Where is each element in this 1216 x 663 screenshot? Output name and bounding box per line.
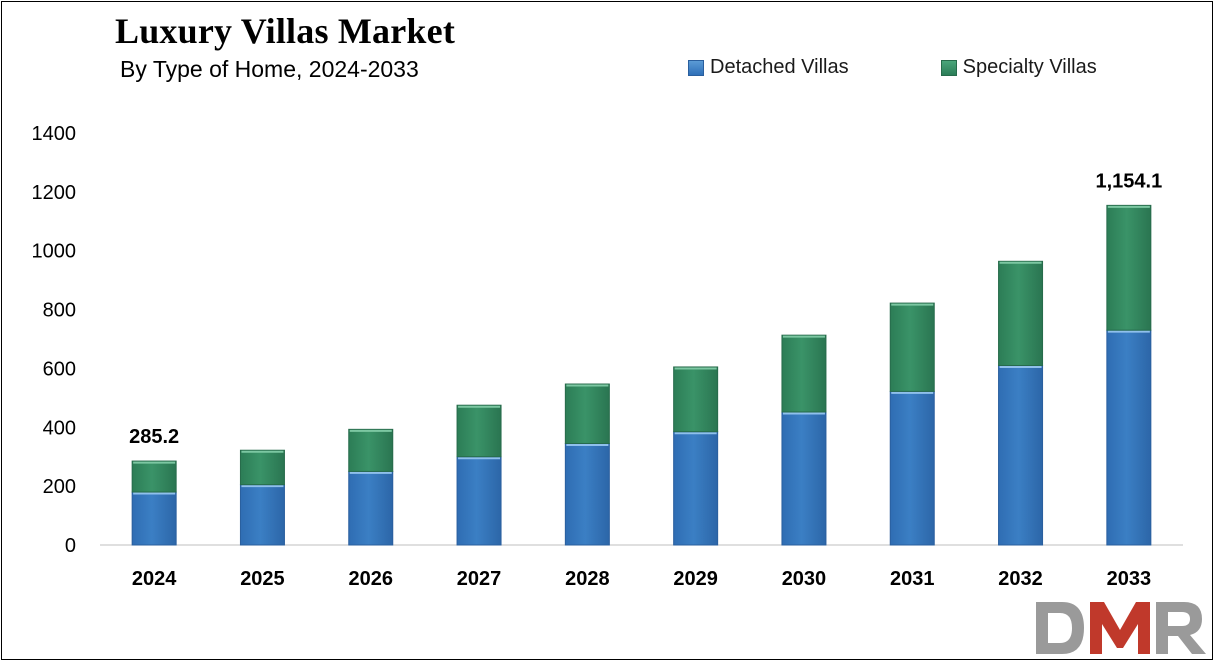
bar-detached — [998, 364, 1044, 546]
legend-item-specialty: Specialty Villas — [940, 56, 1097, 79]
bar-specialty — [998, 260, 1044, 366]
legend-swatch-specialty — [940, 59, 957, 76]
y-tick-label: 0 — [65, 535, 76, 557]
bar-specialty — [456, 404, 502, 458]
bar-specialty — [348, 428, 394, 472]
dmr-logo — [1036, 602, 1206, 654]
bar-detached — [889, 390, 935, 546]
bar-specialty — [889, 302, 935, 392]
y-tick-label: 1000 — [32, 241, 77, 263]
y-tick-label: 200 — [43, 476, 76, 498]
x-tick-label: 2029 — [673, 568, 718, 590]
y-tick-label: 400 — [43, 417, 76, 439]
x-tick-label: 2025 — [240, 568, 285, 590]
bar-detached — [564, 442, 610, 546]
x-tick-label: 2027 — [457, 568, 502, 590]
legend-label-specialty: Specialty Villas — [962, 56, 1097, 78]
data-label-total: 285.2 — [129, 426, 179, 448]
x-tick-label: 2030 — [782, 568, 827, 590]
y-tick-label: 1200 — [32, 182, 77, 204]
bar-specialty — [131, 460, 177, 493]
bar-specialty — [781, 334, 827, 413]
bar-detached — [456, 456, 502, 546]
bar-detached — [131, 491, 177, 546]
bar-specialty — [564, 383, 610, 444]
bar-detached — [239, 484, 285, 546]
y-tick-label: 1400 — [32, 123, 77, 145]
chart-legend: Detached Villas Specialty Villas — [688, 56, 1097, 79]
y-tick-label: 800 — [43, 300, 76, 322]
x-tick-label: 2033 — [1107, 568, 1152, 590]
bar-specialty — [1106, 204, 1152, 331]
x-tick-label: 2024 — [132, 568, 177, 590]
x-tick-label: 2026 — [349, 568, 394, 590]
bar-detached — [781, 411, 827, 546]
chart-subtitle: By Type of Home, 2024-2033 — [120, 56, 419, 82]
y-tick-label: 600 — [43, 358, 76, 380]
bar-detached — [348, 470, 394, 546]
legend-item-detached: Detached Villas — [688, 56, 849, 79]
data-label-total: 1,154.1 — [1095, 170, 1162, 192]
x-tick-label: 2028 — [565, 568, 610, 590]
bar-detached — [1106, 329, 1152, 546]
chart-title: Luxury Villas Market — [115, 11, 456, 51]
bar-specialty — [673, 366, 719, 433]
bar-specialty — [239, 449, 285, 486]
bar-detached — [673, 431, 719, 546]
x-tick-label: 2032 — [998, 568, 1043, 590]
x-tick-label: 2031 — [890, 568, 935, 590]
legend-label-detached: Detached Villas — [710, 56, 849, 78]
legend-swatch-detached — [688, 59, 704, 76]
